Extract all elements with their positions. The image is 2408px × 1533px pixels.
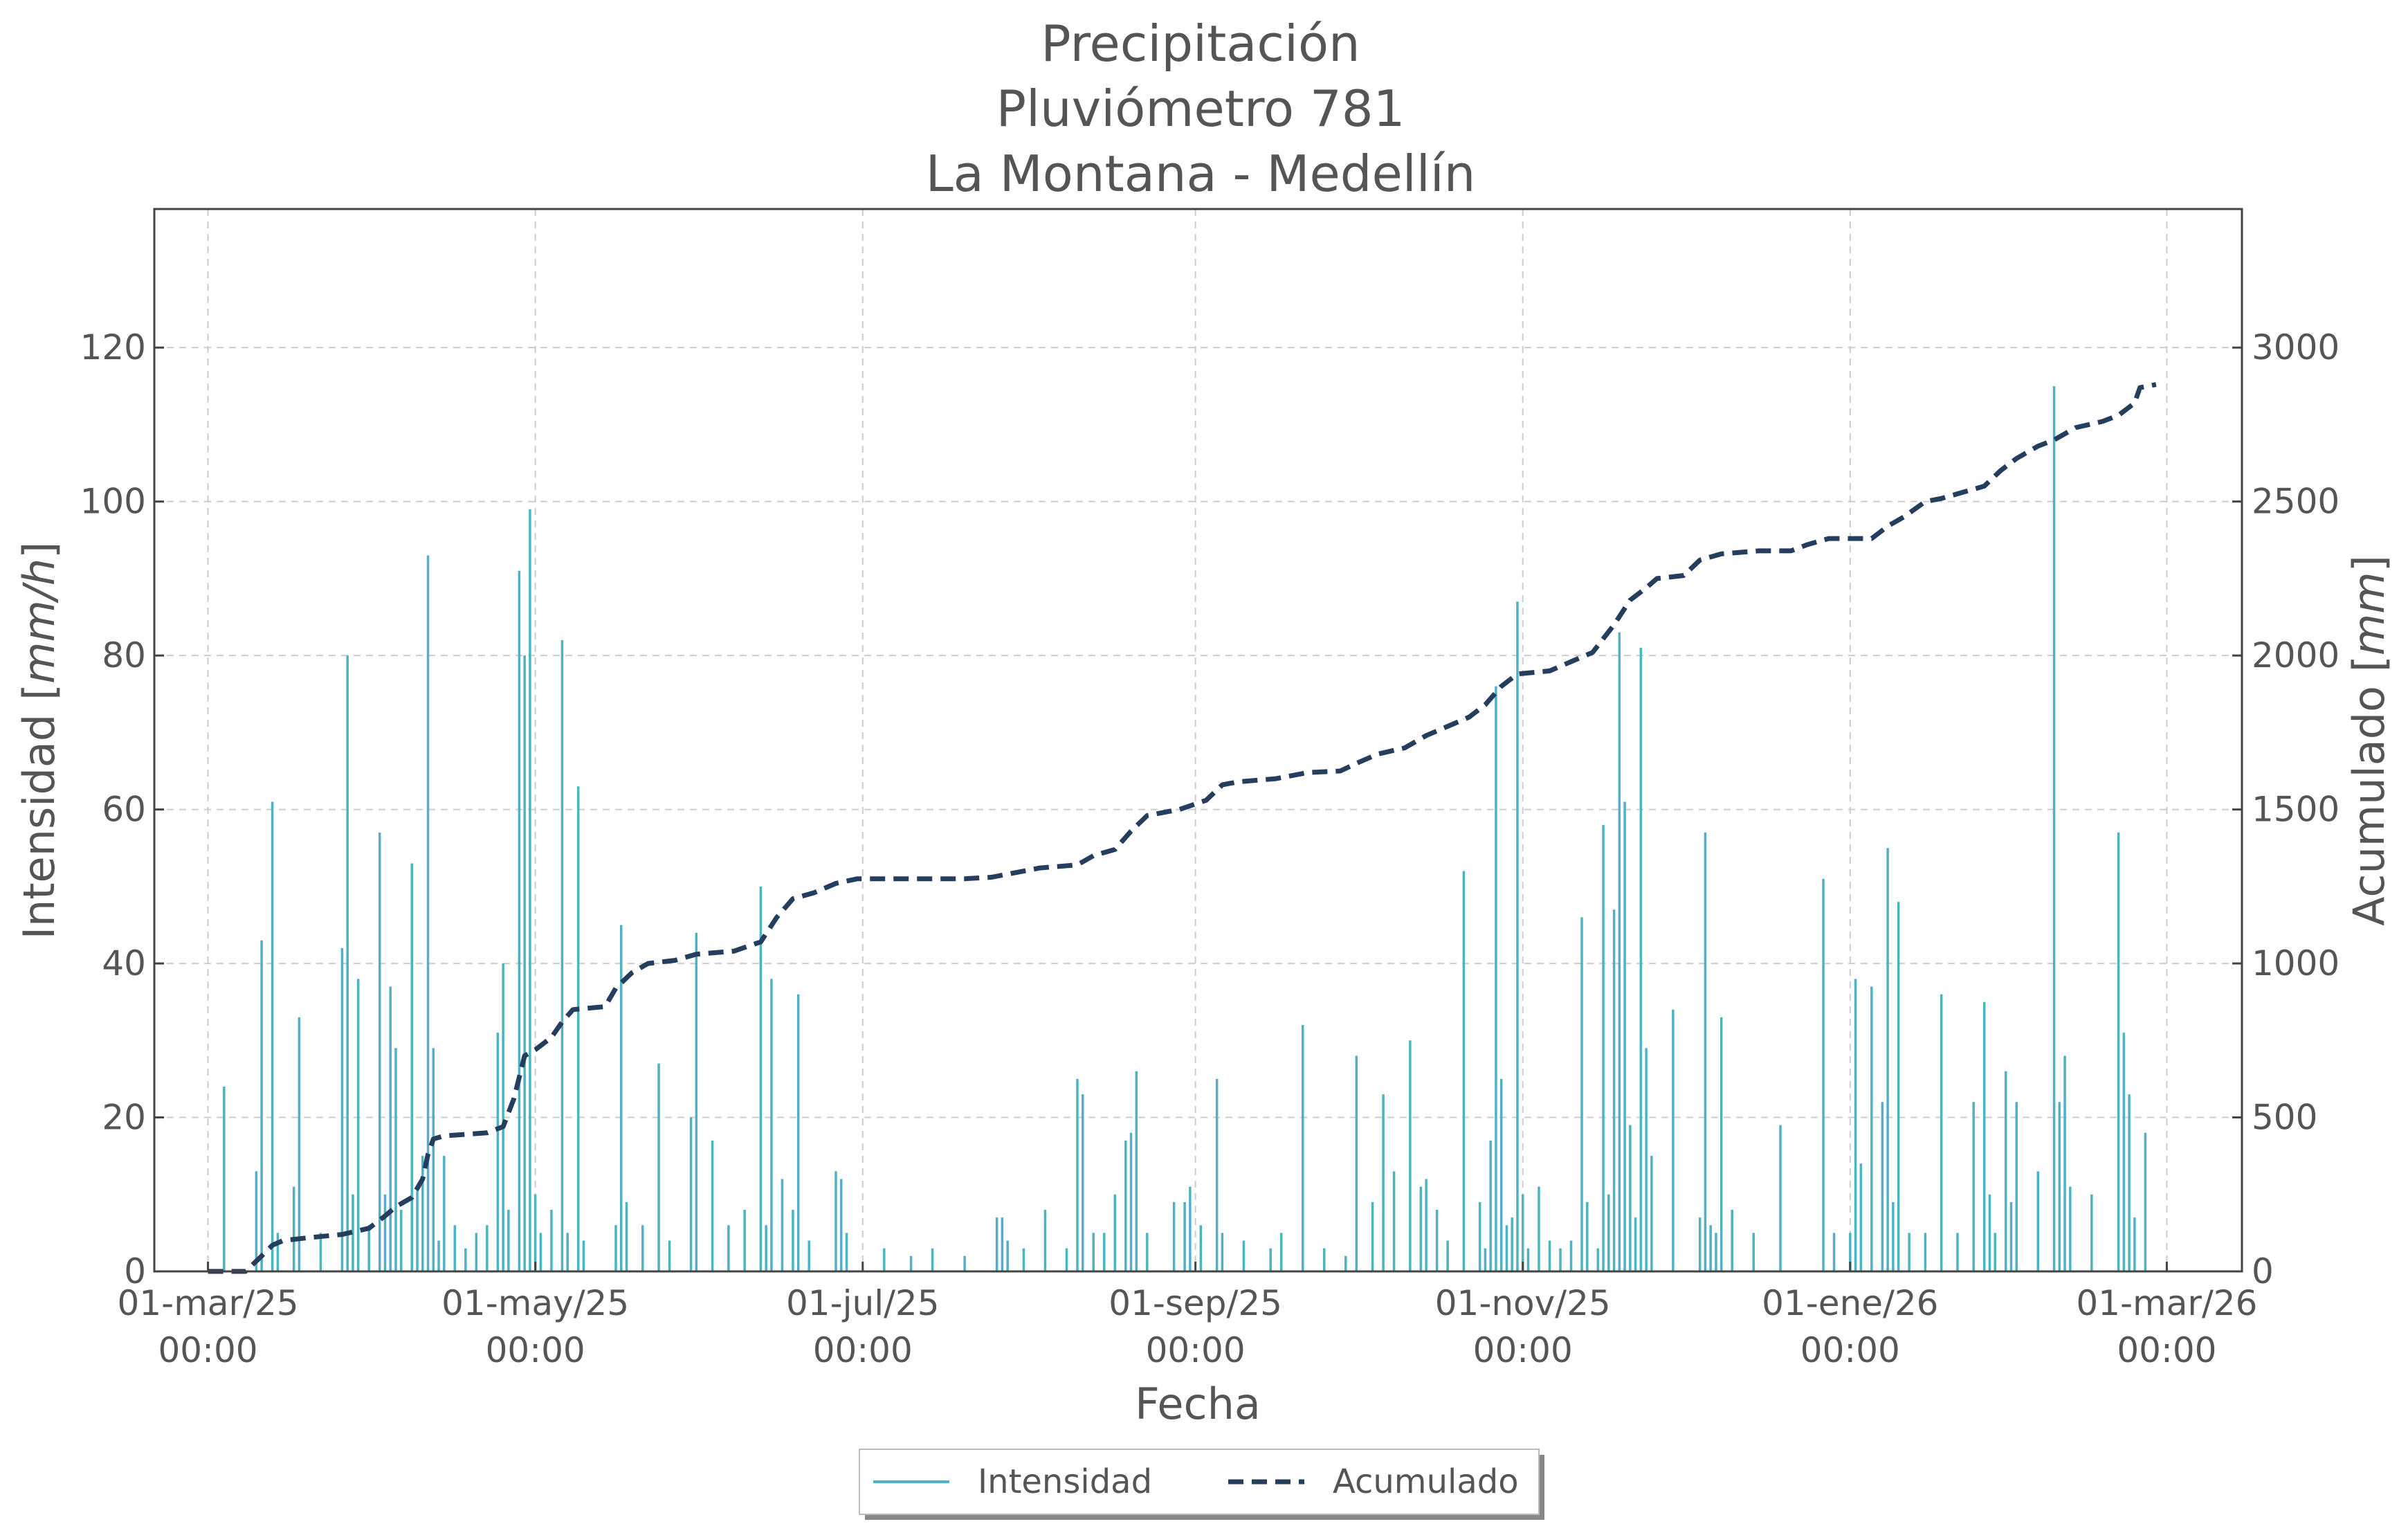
y-left-tick-label-4: 80: [102, 635, 146, 675]
x-tick-label-2: 01-jul/25: [786, 1283, 940, 1323]
intensity-series: [223, 385, 2147, 1271]
x-tick-label-3: 01-sep/25: [1109, 1283, 1282, 1323]
legend-label-acumulado: Acumulado: [1333, 1462, 1519, 1501]
x-tick-time-6: 00:00: [2117, 1330, 2216, 1370]
y-left-tick-label-6: 120: [80, 327, 146, 368]
x-tick-label-5: 01-ene/26: [1762, 1283, 1938, 1323]
y-axis-left-label-text: Intensidad: [14, 714, 64, 940]
y-axis-right-label-text: Acumulado: [2344, 686, 2394, 926]
x-tick-time-2: 00:00: [813, 1330, 913, 1370]
y-axis-left-unit: mm/h: [14, 559, 64, 684]
legend-label-intensidad: Intensidad: [978, 1462, 1152, 1501]
cumulative-series: [208, 382, 2157, 1274]
y-right-tick-label-3: 1500: [2252, 790, 2339, 830]
y-axis-left-label: Intensidad [mm/h]: [14, 542, 64, 940]
x-tick-label-6: 01-mar/26: [2076, 1283, 2257, 1323]
x-tick-time-3: 00:00: [1146, 1330, 1246, 1370]
x-tick-label-1: 01-may/25: [441, 1283, 629, 1323]
x-tick-label-0: 01-mar/25: [118, 1283, 299, 1323]
y-axis-right-ticks: 0 500 1000 1500 2000 2500 3000: [2232, 327, 2339, 1291]
y-right-tick-label-4: 2000: [2252, 635, 2339, 675]
y-right-tick-label-6: 3000: [2252, 327, 2339, 368]
x-tick-time-4: 00:00: [1473, 1330, 1573, 1370]
y-left-tick-label-3: 60: [102, 790, 146, 830]
cumulative-line: [208, 382, 2157, 1274]
x-tick-label-4: 01-nov/25: [1435, 1283, 1611, 1323]
chart-title-line-2: Pluviómetro 781: [996, 80, 1405, 138]
chart-title-line-1: Precipitación: [1041, 15, 1360, 73]
plot-frame: [153, 208, 2243, 1273]
y-left-tick-label-2: 40: [102, 943, 146, 983]
x-tick-time-0: 00:00: [158, 1330, 258, 1370]
x-tick-time-1: 00:00: [486, 1330, 585, 1370]
x-axis-label: Fecha: [1135, 1379, 1261, 1429]
y-right-tick-label-5: 2500: [2252, 482, 2339, 522]
legend: Intensidad Acumulado: [859, 1449, 1544, 1520]
y-axis-right-unit: mm: [2344, 572, 2394, 655]
y-right-tick-label-0: 0: [2252, 1251, 2274, 1291]
y-right-tick-label-1: 500: [2252, 1098, 2317, 1138]
x-axis-ticks: 01-mar/25 00:00 01-may/25 00:00 01-jul/25 00:…: [118, 1262, 2257, 1370]
y-right-tick-label-2: 1000: [2252, 943, 2339, 983]
y-axis-right-label: Acumulado [mm]: [2344, 555, 2394, 926]
y-left-tick-label-0: 0: [124, 1251, 146, 1291]
legend-box: [859, 1449, 1540, 1515]
y-axis-left-ticks: 0 20 40 60 80 100 120: [80, 327, 164, 1291]
y-left-tick-label-5: 100: [80, 482, 146, 522]
grid-lines: [154, 209, 2242, 1271]
chart-title-line-3: La Montana - Medellín: [926, 145, 1476, 203]
y-left-tick-label-1: 20: [102, 1098, 146, 1138]
x-tick-time-5: 00:00: [1800, 1330, 1900, 1370]
